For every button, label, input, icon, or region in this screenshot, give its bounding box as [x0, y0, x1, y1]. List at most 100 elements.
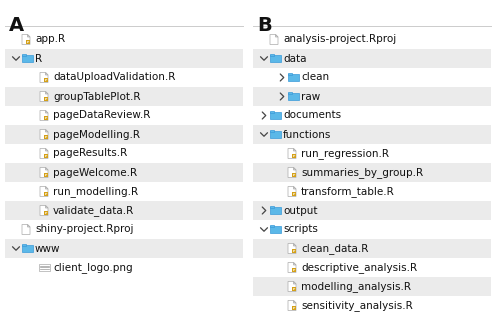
Bar [269, 207, 281, 214]
Bar [292, 192, 296, 196]
Text: modelling_analysis.R: modelling_analysis.R [301, 281, 411, 292]
Text: shiny-project.Rproj: shiny-project.Rproj [35, 224, 133, 235]
Bar [44, 211, 48, 215]
Polygon shape [46, 205, 48, 208]
Text: documents: documents [283, 111, 341, 120]
Bar [5, 125, 243, 144]
Polygon shape [270, 35, 278, 44]
Bar [21, 54, 26, 56]
Polygon shape [275, 35, 278, 37]
Bar [292, 173, 296, 177]
Text: app.R: app.R [35, 35, 65, 44]
Polygon shape [294, 281, 296, 284]
Bar [5, 201, 243, 220]
Bar [288, 74, 299, 81]
Text: pageResults.R: pageResults.R [53, 148, 127, 158]
Text: run_regression.R: run_regression.R [301, 148, 389, 159]
Text: pageDataReview.R: pageDataReview.R [53, 111, 150, 120]
Bar [44, 78, 48, 82]
Bar [44, 192, 48, 196]
Bar [253, 277, 491, 296]
Polygon shape [22, 224, 30, 235]
Bar [44, 135, 48, 139]
Text: r: r [293, 268, 295, 272]
Text: r: r [45, 116, 47, 120]
Polygon shape [40, 130, 48, 139]
Bar [44, 116, 48, 120]
Text: analysis-project.Rproj: analysis-project.Rproj [283, 35, 396, 44]
Polygon shape [288, 167, 296, 178]
Text: sensitivity_analysis.R: sensitivity_analysis.R [301, 300, 413, 311]
Bar [288, 92, 292, 94]
Bar [288, 93, 299, 100]
Polygon shape [27, 224, 30, 227]
Bar [39, 264, 50, 271]
Text: pageWelcome.R: pageWelcome.R [53, 167, 137, 178]
Polygon shape [294, 301, 296, 303]
Text: r: r [45, 78, 47, 82]
Bar [253, 87, 491, 106]
Text: validate_data.R: validate_data.R [53, 205, 134, 216]
Text: r: r [45, 173, 47, 177]
Text: r: r [45, 211, 47, 215]
Bar [44, 154, 48, 158]
Text: r: r [293, 192, 295, 196]
Bar [269, 55, 281, 62]
Text: B: B [257, 16, 272, 35]
Text: pageModelling.R: pageModelling.R [53, 130, 140, 139]
Bar [288, 73, 292, 75]
Bar [269, 131, 281, 138]
Polygon shape [294, 148, 296, 151]
Bar [269, 111, 274, 113]
Text: r: r [45, 192, 47, 196]
Bar [5, 239, 243, 258]
Text: www: www [35, 243, 61, 254]
Polygon shape [288, 281, 296, 292]
Bar [269, 54, 274, 56]
Text: r: r [293, 154, 295, 158]
Polygon shape [288, 148, 296, 158]
Polygon shape [46, 167, 48, 170]
Bar [5, 87, 243, 106]
Polygon shape [40, 111, 48, 120]
Polygon shape [40, 186, 48, 197]
Bar [5, 163, 243, 182]
Bar [269, 224, 274, 227]
Text: output: output [283, 205, 317, 216]
Bar [292, 249, 296, 253]
Bar [292, 268, 296, 272]
Bar [292, 306, 296, 310]
Text: clean_data.R: clean_data.R [301, 243, 369, 254]
Polygon shape [294, 243, 296, 246]
Text: data: data [283, 54, 307, 63]
Bar [292, 287, 296, 291]
Bar [5, 49, 243, 68]
Bar [253, 163, 491, 182]
Bar [21, 245, 33, 252]
Polygon shape [294, 167, 296, 170]
Text: R: R [35, 54, 42, 63]
Text: A: A [9, 16, 24, 35]
Bar [269, 205, 274, 208]
Polygon shape [40, 92, 48, 101]
Polygon shape [46, 130, 48, 132]
Text: r: r [293, 306, 295, 310]
Polygon shape [46, 148, 48, 151]
Polygon shape [46, 111, 48, 113]
Text: clean: clean [301, 73, 329, 82]
Bar [26, 40, 30, 44]
Bar [253, 49, 491, 68]
Bar [21, 243, 26, 246]
Bar [253, 239, 491, 258]
Bar [44, 97, 48, 101]
Text: scripts: scripts [283, 224, 318, 235]
Polygon shape [40, 205, 48, 216]
Polygon shape [46, 186, 48, 189]
Polygon shape [294, 186, 296, 189]
Bar [44, 173, 48, 177]
Text: r: r [293, 287, 295, 291]
Bar [253, 125, 491, 144]
Polygon shape [40, 167, 48, 178]
Polygon shape [288, 301, 296, 310]
Bar [21, 55, 33, 62]
